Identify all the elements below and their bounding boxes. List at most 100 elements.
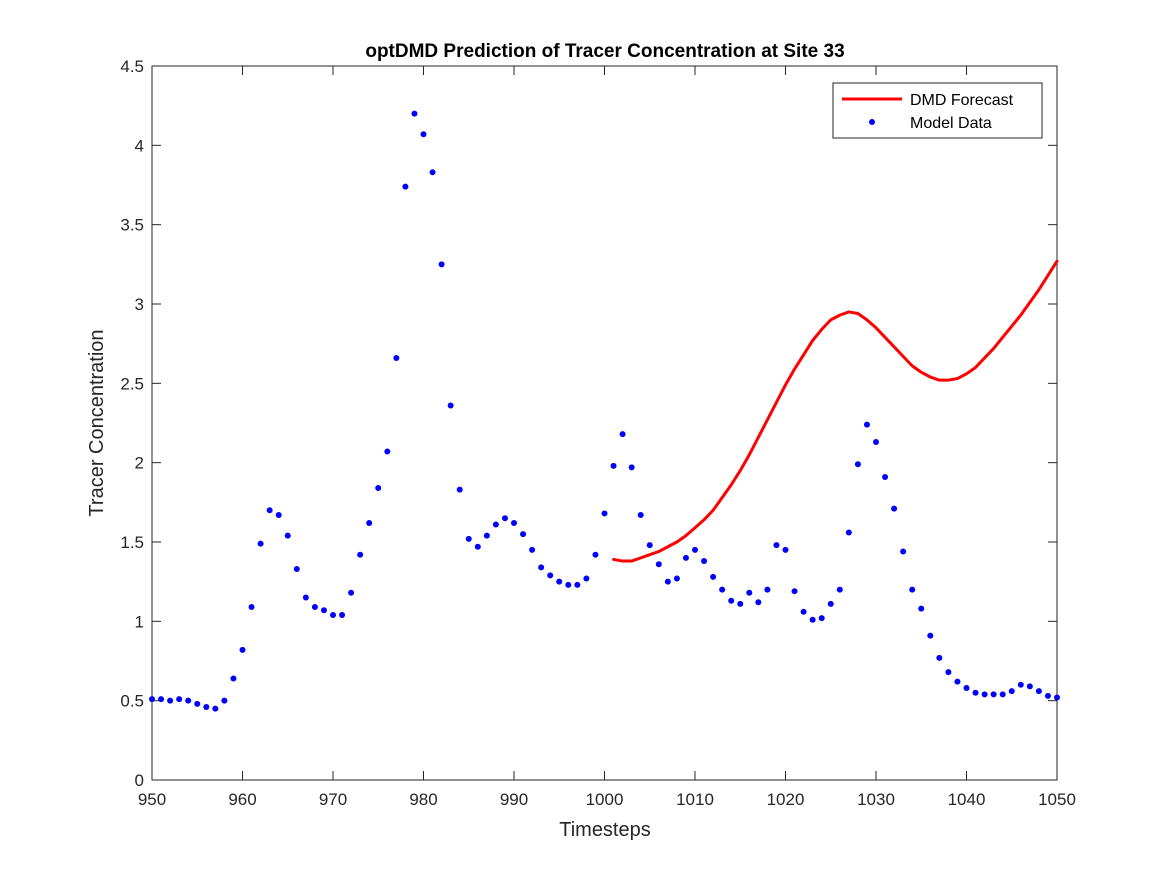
model-data-point [646,542,653,549]
model-data-point [456,486,463,493]
model-data-point [737,600,744,607]
model-data-point [330,611,336,618]
y-tick-label: 0.5 [120,692,144,711]
model-data-point [275,512,282,519]
model-data-point [891,505,898,512]
legend-label-dmd-forecast: DMD Forecast [910,92,1014,109]
model-data-point [1054,694,1060,701]
model-data-point [447,402,454,409]
model-data-point [981,691,988,698]
model-data-point [411,110,418,117]
model-data-point [655,561,662,568]
model-data-point [230,675,237,682]
model-data-point [682,554,689,561]
model-data-point [610,462,617,469]
model-data-point [927,632,934,639]
model-data-point [366,519,373,526]
x-tick-label: 1050 [1038,790,1076,809]
model-data-point [818,615,825,622]
model-data-point [284,532,291,539]
model-data-point [782,546,789,553]
model-data-point [882,473,889,480]
model-data-point [474,543,481,550]
model-data-point [664,578,671,585]
y-tick-label: 0 [135,771,144,790]
legend-label-model-data: Model Data [910,115,992,132]
model-data-point [873,439,879,446]
model-data-point [511,519,517,526]
model-data-point [266,507,273,514]
y-axis-label: Tracer Concentration [86,329,108,516]
model-data-point [339,611,346,618]
model-data-point [1017,681,1024,688]
model-data-point [565,581,572,588]
y-tick-label: 2.5 [120,374,144,393]
model-data-point [185,697,192,704]
x-axis-label: Timesteps [559,819,651,841]
model-data-point [945,669,952,676]
model-data-point [755,599,762,606]
model-data-point [900,548,907,555]
model-data-point [357,551,364,558]
model-data-point [429,169,436,176]
model-data-point [701,558,708,565]
model-data-point [194,700,201,707]
y-tick-label: 2 [135,454,144,473]
x-tick-label: 990 [500,790,528,809]
model-data-point [158,696,165,703]
model-data-point [402,183,409,190]
model-data-point [954,678,961,685]
model-data-point [637,512,644,519]
model-data-point [167,697,174,704]
model-data-point [465,535,472,542]
axis-ticks: 950 960 970 980 990 1000 1010 1020 1030 1040 1050 0… [120,57,1076,809]
x-tick-label: 950 [138,790,166,809]
legend-box [832,82,1043,139]
model-data-point [529,546,536,553]
model-data-point [348,589,355,596]
model-data-point [854,461,861,468]
model-data-point [149,696,155,703]
model-data-point [601,510,608,517]
model-data-point [800,608,807,615]
model-data-point [1008,688,1015,695]
model-data-point [538,564,545,571]
model-data-point [203,704,210,711]
axes-box [151,65,1058,781]
model-data-point [628,464,635,471]
model-data-point [836,586,843,593]
y-tick-label: 1 [135,612,144,631]
model-data-point [845,529,852,536]
model-data-point [673,575,680,582]
model-data-point [257,540,264,547]
model-data-point [248,604,255,611]
model-data-point [746,589,753,596]
model-data-point [999,691,1006,698]
x-tick-label: 960 [228,790,256,809]
legend: DMD Forecast Model Data [832,82,1043,139]
model-data-point [574,581,581,588]
dmd-forecast-line [612,259,1059,563]
x-tick-label: 1000 [586,790,624,809]
model-data-point [918,605,925,612]
plot-area: 950 960 970 980 990 1000 1010 1020 1030 1040 1050 0… [120,57,1076,809]
y-tick-label: 1.5 [120,533,144,552]
model-data-point [311,604,318,611]
model-data-point [384,448,391,455]
x-tick-label: 1020 [767,790,805,809]
model-data-point [619,431,626,438]
y-tick-label: 3 [135,295,144,314]
x-tick-label: 1010 [676,790,714,809]
model-data-point [692,546,698,553]
model-data-point [592,551,599,558]
y-tick-label: 3.5 [120,216,144,235]
y-tick-label: 4.5 [120,57,144,76]
model-data-point [990,691,997,698]
series-layer [149,110,1060,712]
model-data-point [320,607,327,614]
model-data-point [827,600,834,607]
model-data-point [212,705,219,712]
model-data-point [1044,692,1051,699]
model-data-point [909,586,916,593]
